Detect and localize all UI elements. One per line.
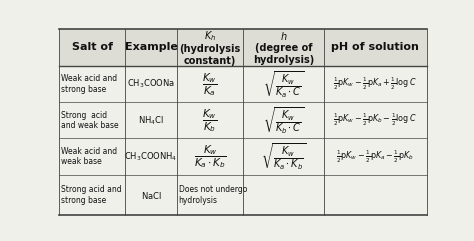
Text: $\mathrm{NaCl}$: $\mathrm{NaCl}$ [141,189,162,201]
Text: Strong  acid
and weak base: Strong acid and weak base [61,111,118,130]
Text: $\dfrac{K_w}{K_b}$: $\dfrac{K_w}{K_b}$ [202,107,218,134]
Text: $h$
(degree of
hydrolysis): $h$ (degree of hydrolysis) [253,30,314,65]
Bar [59,29,427,66]
Text: $\frac{1}{2}\mathrm{p}K_w - \frac{1}{2}\mathrm{p}K_a + \frac{1}{2}\log C$: $\frac{1}{2}\mathrm{p}K_w - \frac{1}{2}\… [333,76,417,92]
Text: $\sqrt{\dfrac{K_w}{K_a \cdot K_b}}$: $\sqrt{\dfrac{K_w}{K_a \cdot K_b}}$ [261,141,306,171]
Text: $K_h$
(hydrolysis
constant): $K_h$ (hydrolysis constant) [179,29,240,66]
Text: Example: Example [125,42,178,53]
Text: Strong acid and
strong base: Strong acid and strong base [61,185,122,205]
Text: $\sqrt{\dfrac{K_w}{K_b \cdot C}}$: $\sqrt{\dfrac{K_w}{K_b \cdot C}}$ [263,105,304,135]
Text: Weak acid and
weak base: Weak acid and weak base [61,147,117,166]
Text: Weak acid and
strong base: Weak acid and strong base [61,74,117,94]
Text: $\dfrac{K_w}{K_a}$: $\dfrac{K_w}{K_a}$ [202,71,218,98]
Text: $\sqrt{\dfrac{K_w}{K_a \cdot C}}$: $\sqrt{\dfrac{K_w}{K_a \cdot C}}$ [263,69,304,99]
Text: $\mathrm{NH_4Cl}$: $\mathrm{NH_4Cl}$ [138,114,164,127]
Text: Salt of: Salt of [72,42,113,53]
Text: pH of solution: pH of solution [331,42,419,53]
Text: $\dfrac{K_w}{K_a \cdot K_b}$: $\dfrac{K_w}{K_a \cdot K_b}$ [193,143,226,170]
Text: $\frac{1}{2}\mathrm{p}K_w - \frac{1}{2}\mathrm{p}K_a - \frac{1}{2}\mathrm{p}K_b$: $\frac{1}{2}\mathrm{p}K_w - \frac{1}{2}\… [336,148,414,165]
Text: $\frac{1}{2}\mathrm{p}K_w - \frac{1}{2}\mathrm{p}K_b - \frac{1}{2}\log C$: $\frac{1}{2}\mathrm{p}K_w - \frac{1}{2}\… [333,112,417,128]
Text: Does not undergo
hydrolysis: Does not undergo hydrolysis [179,185,247,205]
Text: $\mathrm{CH_3COONa}$: $\mathrm{CH_3COONa}$ [127,78,175,90]
Text: $\mathrm{CH_3COONH_4}$: $\mathrm{CH_3COONH_4}$ [125,150,178,163]
